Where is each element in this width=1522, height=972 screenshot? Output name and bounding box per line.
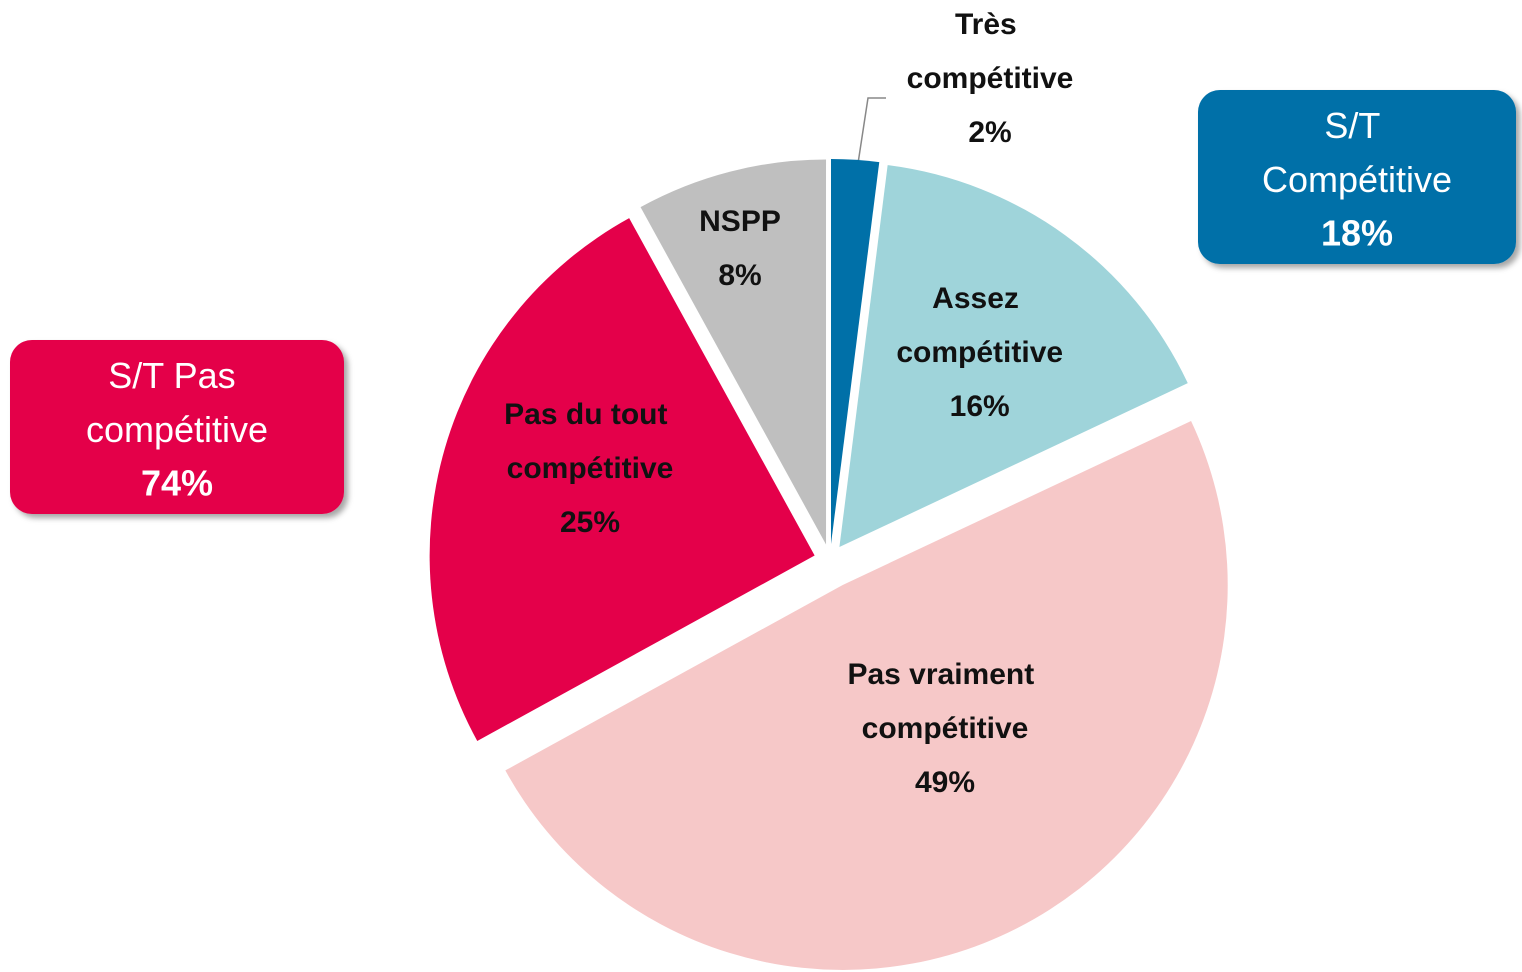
pie-slice [831, 159, 880, 545]
slice-label: Pas vraiment compétitive [847, 658, 1042, 745]
summary-box [1198, 90, 1516, 264]
slice-value: 8% [718, 259, 761, 292]
summary-value: 18% [1321, 213, 1393, 254]
slice-value: 49% [915, 766, 975, 799]
slice-value: 25% [560, 506, 620, 539]
slice-label: Pas du tout compétitive [504, 398, 676, 485]
pie-slice [640, 159, 827, 545]
slice-label: Assez compétitive [896, 282, 1063, 369]
pie-slice [839, 165, 1188, 548]
slice-value: 16% [950, 390, 1010, 423]
slice-value: 2% [968, 116, 1011, 149]
summary-box [10, 340, 344, 514]
summary-label: S/T Compétitive [1262, 105, 1452, 200]
summary-value: 74% [141, 463, 213, 504]
pie-slice [505, 421, 1228, 970]
leader-line [856, 97, 886, 171]
pie-slice [429, 218, 815, 742]
summary-label: S/T Pas compétitive [86, 355, 268, 450]
slice-label: NSPP [699, 205, 781, 238]
slice-label: Très compétitive [907, 8, 1074, 95]
